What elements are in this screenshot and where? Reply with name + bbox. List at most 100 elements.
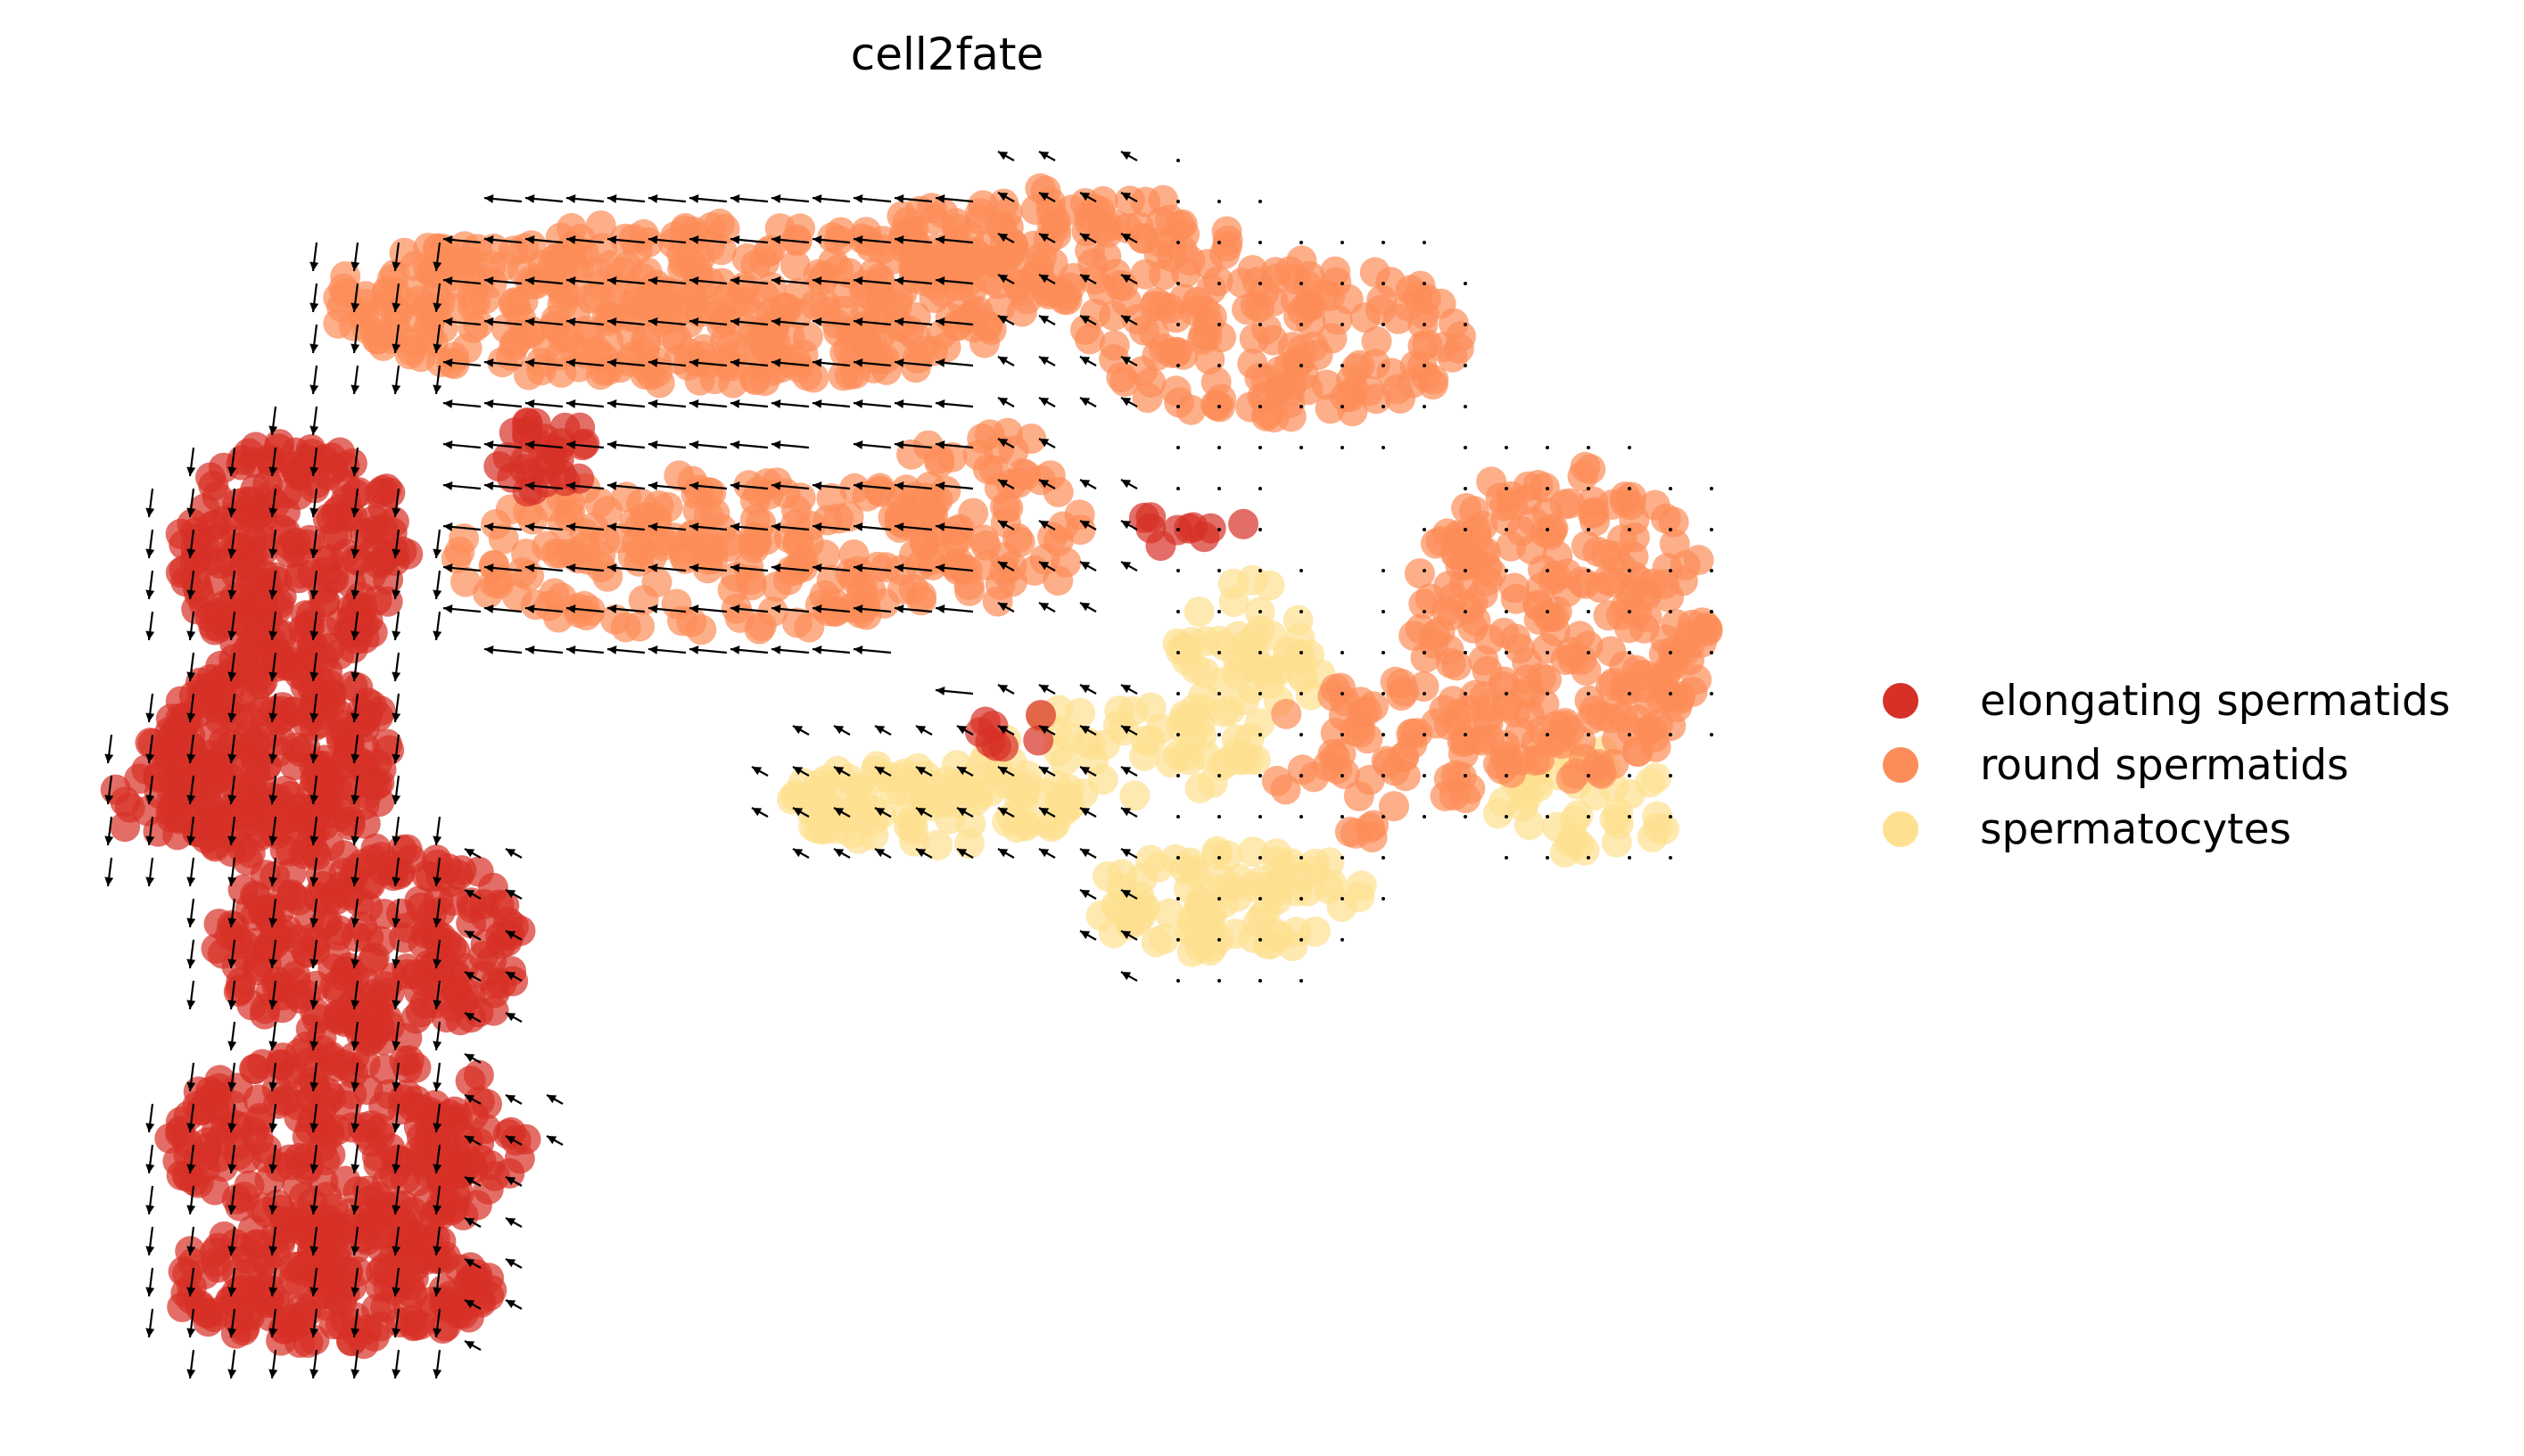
velocity-arrow	[1038, 233, 1056, 243]
point-round-spermatids	[823, 225, 854, 256]
velocity-arrow	[997, 766, 1015, 777]
velocity-arrow	[186, 611, 196, 641]
point-spermatocytes	[1649, 813, 1680, 844]
point-round-spermatids	[1250, 363, 1282, 394]
point-round-spermatids	[733, 551, 764, 582]
velocity-arrow	[392, 652, 401, 682]
velocity-arrow	[1628, 569, 1631, 572]
velocity-arrow	[1587, 733, 1590, 736]
velocity-arrow	[771, 399, 810, 408]
velocity-arrow	[524, 234, 564, 244]
velocity-arrow	[1120, 848, 1138, 859]
point-spermatocytes	[1208, 887, 1240, 918]
velocity-arrow	[433, 365, 442, 395]
velocity-arrow	[1038, 766, 1056, 777]
point-elongating-spermatids	[172, 1128, 203, 1158]
velocity-arrow	[874, 725, 892, 736]
point-round-spermatids	[1571, 531, 1602, 562]
point-round-spermatids	[1077, 248, 1109, 279]
velocity-arrow	[433, 1185, 442, 1215]
velocity-arrow	[351, 693, 360, 723]
velocity-arrow	[1176, 692, 1180, 695]
velocity-arrow	[565, 276, 605, 285]
velocity-arrow	[1340, 774, 1344, 777]
velocity-arrow	[1258, 733, 1262, 736]
point-spermatocytes	[1549, 837, 1580, 868]
velocity-arrow	[309, 693, 319, 723]
point-elongating-spermatids	[1135, 513, 1167, 544]
point-spermatocytes	[1262, 846, 1293, 877]
velocity-arrow	[524, 276, 564, 285]
velocity-arrow	[524, 317, 564, 326]
point-round-spermatids	[1295, 307, 1326, 338]
legend-label-elongating-spermatids: elongating spermatids	[1980, 677, 2450, 726]
velocity-arrow	[1079, 602, 1097, 613]
velocity-arrow	[351, 1144, 360, 1174]
point-round-spermatids	[1398, 718, 1429, 749]
point-elongating-spermatids	[546, 428, 577, 459]
point-round-spermatids	[784, 277, 815, 308]
point-round-spermatids	[1522, 589, 1554, 621]
point-round-spermatids	[1320, 256, 1351, 287]
velocity-arrow	[433, 980, 442, 1010]
velocity-arrow	[565, 645, 605, 654]
velocity-arrow	[730, 234, 769, 244]
point-spermatocytes	[812, 771, 844, 802]
velocity-arrow	[1423, 528, 1426, 531]
velocity-arrow	[483, 358, 523, 367]
point-spermatocytes	[1256, 620, 1287, 651]
velocity-arrow	[1079, 356, 1097, 366]
point-round-spermatids	[483, 563, 515, 595]
velocity-arrow	[268, 1349, 278, 1379]
velocity-arrow	[309, 775, 319, 805]
point-round-spermatids	[839, 473, 870, 504]
velocity-arrow	[433, 283, 442, 313]
velocity-arrow	[392, 775, 401, 805]
velocity-arrow	[771, 440, 810, 449]
point-round-spermatids	[677, 519, 708, 550]
velocity-arrow	[1258, 774, 1262, 777]
point-elongating-spermatids	[496, 1116, 526, 1148]
point-round-spermatids	[1100, 210, 1131, 241]
velocity-arrow	[935, 193, 974, 203]
velocity-arrow	[483, 563, 523, 572]
velocity-arrow	[351, 939, 360, 969]
velocity-arrow	[1505, 528, 1508, 531]
velocity-arrow	[227, 1021, 237, 1051]
velocity-arrow	[309, 1021, 319, 1051]
velocity-arrow	[874, 766, 892, 777]
velocity-arrow	[145, 611, 155, 641]
velocity-arrow	[1587, 487, 1590, 490]
point-elongating-spermatids	[262, 1189, 293, 1220]
point-elongating-spermatids	[240, 1054, 271, 1084]
point-elongating-spermatids	[202, 599, 233, 630]
point-round-spermatids	[533, 590, 565, 621]
point-elongating-spermatids	[392, 1023, 423, 1054]
point-elongating-spermatids	[220, 525, 252, 555]
velocity-arrow	[751, 766, 769, 777]
velocity-arrow	[433, 816, 442, 846]
point-round-spermatids	[1692, 616, 1723, 646]
velocity-arrow	[730, 276, 769, 285]
point-round-spermatids	[997, 228, 1028, 259]
velocity-arrow	[186, 816, 196, 846]
velocity-arrow	[392, 324, 401, 354]
velocity-arrow	[524, 440, 564, 449]
velocity-arrow	[1423, 364, 1426, 367]
point-round-spermatids	[1080, 298, 1110, 329]
point-round-spermatids	[1244, 292, 1275, 323]
point-spermatocytes	[1212, 840, 1243, 871]
velocity-arrow	[351, 1226, 360, 1256]
point-round-spermatids	[330, 261, 361, 292]
point-round-spermatids	[572, 339, 603, 369]
point-round-spermatids	[858, 353, 889, 384]
point-round-spermatids	[829, 337, 861, 368]
point-elongating-spermatids	[363, 997, 394, 1028]
velocity-arrow	[1464, 815, 1467, 818]
point-round-spermatids	[491, 313, 522, 344]
velocity-arrow	[853, 276, 892, 285]
velocity-arrow	[853, 193, 892, 203]
velocity-arrow	[647, 399, 687, 408]
point-round-spermatids	[1619, 561, 1650, 592]
